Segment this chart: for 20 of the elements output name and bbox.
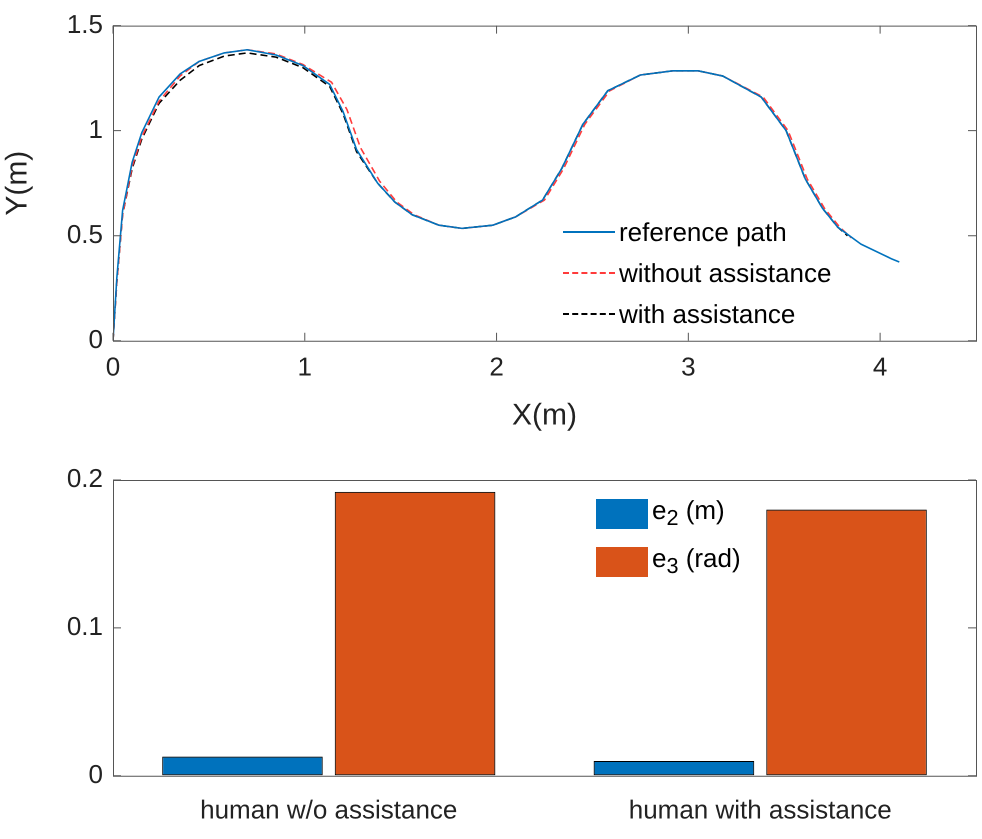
legend-label: e$_{2}$ (m) [652,494,725,532]
x-tick-label: human with assistance [628,794,892,825]
legend-label: without assistance [619,256,832,290]
y-tick-label: 1 [88,114,103,144]
legend-label: e$_{3}$ (rad) [652,542,741,580]
y-tick-label: 0.2 [66,463,103,494]
x-tick-label: 4 [872,352,888,382]
y-tick-label: 0.1 [66,611,103,642]
legend-label: reference path [619,216,787,249]
x-tick-label: 3 [681,352,696,382]
x-tick-label: 2 [489,352,504,382]
y-tick-label: 0 [88,324,103,354]
x-tick-label: 1 [298,352,312,382]
y-axis-title: Y(m) [0,150,34,216]
y-tick-label: 1.5 [66,8,103,39]
y-tick-label: 0.5 [66,218,103,249]
x-axis-title: X(m) [512,398,577,432]
y-tick-label: 0 [88,758,103,789]
x-tick-label: human w/o assistance [200,794,458,825]
legend-label: with assistance [619,298,796,331]
